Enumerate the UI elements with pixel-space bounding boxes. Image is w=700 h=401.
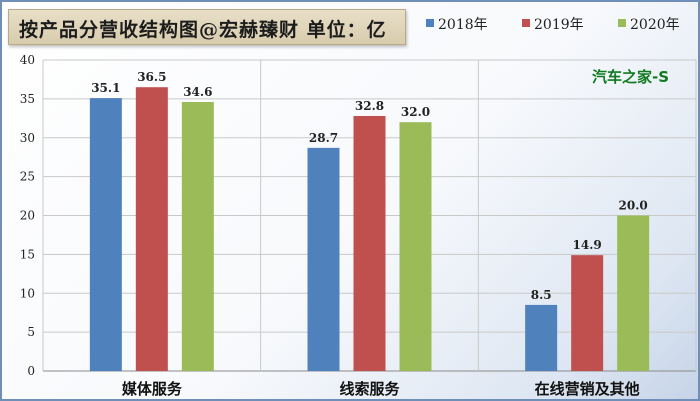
y-tick-label-7: 35 xyxy=(20,92,35,106)
bars xyxy=(89,87,650,372)
data-label-2-1: 14.9 xyxy=(573,238,602,252)
data-labels: 35.1 36.5 34.6 28.7 32.8 32.0 8.5 14.9 20.0 xyxy=(91,70,648,302)
legend-label-0: 2018年 xyxy=(438,17,488,33)
bar-2-1 xyxy=(571,255,604,371)
category-label-2: 在线营销及其他 xyxy=(535,380,640,398)
category-labels: 媒体服务 线索服务 在线营销及其他 xyxy=(122,380,640,398)
legend-swatch-1 xyxy=(522,19,530,27)
data-label-2-2: 20.0 xyxy=(619,199,648,213)
bar-0-0 xyxy=(89,98,122,371)
bar-0-2 xyxy=(181,101,214,372)
bar-2-0 xyxy=(525,304,558,371)
legend-label-1: 2019年 xyxy=(534,17,584,33)
data-label-1-0: 28.7 xyxy=(309,131,338,145)
y-tick-label-2: 10 xyxy=(20,286,35,300)
y-tick-label-8: 40 xyxy=(20,53,35,67)
y-tick-label-3: 15 xyxy=(20,247,35,261)
bar-1-2 xyxy=(399,122,432,371)
y-tick-label-0: 0 xyxy=(27,364,35,378)
category-label-0: 媒体服务 xyxy=(122,380,183,398)
data-label-1-2: 32.0 xyxy=(401,105,430,119)
chart-title-box: 按产品分营收结构图@宏赫臻财 单位：亿 xyxy=(8,9,406,45)
legend-swatch-2 xyxy=(618,19,626,27)
data-label-0-1: 36.5 xyxy=(137,70,166,84)
y-axis-ticks: 0 5 10 15 20 25 30 35 40 xyxy=(20,53,35,378)
data-label-0-2: 34.6 xyxy=(183,85,212,99)
y-tick-label-4: 20 xyxy=(20,209,35,223)
data-label-0-0: 35.1 xyxy=(91,81,120,95)
bar-2-2 xyxy=(617,215,650,371)
bar-0-1 xyxy=(135,87,168,372)
data-label-1-1: 32.8 xyxy=(355,99,384,113)
watermark-label: 汽车之家-S xyxy=(592,68,670,86)
category-label-1: 线索服务 xyxy=(339,380,400,398)
data-label-2-0: 8.5 xyxy=(531,288,552,302)
legend-label-2: 2020年 xyxy=(630,17,680,33)
y-tick-label-6: 30 xyxy=(20,131,35,145)
chart-title: 按产品分营收结构图@宏赫臻财 单位：亿 xyxy=(19,19,387,41)
bar-1-0 xyxy=(307,147,340,371)
legend-swatch-0 xyxy=(426,19,434,27)
y-tick-label-1: 5 xyxy=(27,325,35,339)
bar-1-1 xyxy=(353,115,386,371)
y-tick-label-5: 25 xyxy=(20,170,35,184)
